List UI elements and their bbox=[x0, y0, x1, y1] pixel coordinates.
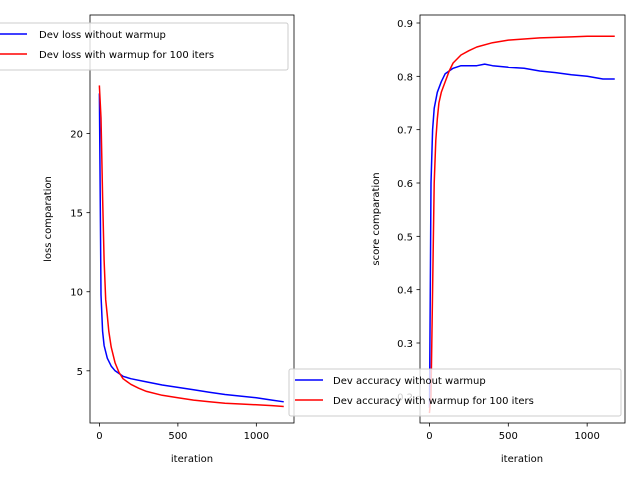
loss-y-tick-label: 20 bbox=[70, 130, 83, 141]
score-legend: Dev accuracy without warmup Dev accuracy… bbox=[288, 368, 622, 417]
loss-y-axis-label: loss comparation bbox=[43, 176, 54, 262]
loss-y-tick-label: 10 bbox=[70, 288, 83, 299]
loss-plot-frame bbox=[89, 14, 295, 424]
score-y-tick-label: 0.4 bbox=[397, 286, 413, 297]
loss-y-ticks: 5 10 15 20 bbox=[70, 130, 90, 378]
score-x-ticks: 0 500 1000 bbox=[426, 423, 600, 442]
loss-y-tick-label: 5 bbox=[77, 367, 83, 378]
loss-x-ticks: 0 500 1000 bbox=[96, 423, 269, 442]
score-plot-frame bbox=[419, 14, 626, 424]
loss-x-axis-label: iteration bbox=[171, 454, 213, 465]
loss-legend: Dev loss without warmup Dev loss with wa… bbox=[0, 22, 289, 71]
loss-x-tick-label: 1000 bbox=[244, 431, 269, 442]
loss-series-layer bbox=[98, 85, 284, 408]
loss-series-line-1 bbox=[98, 85, 284, 408]
loss-x-tick-label: 500 bbox=[168, 431, 187, 442]
loss-y-tick-label: 15 bbox=[70, 209, 83, 220]
loss-legend-label-warmup: Dev loss with warmup for 100 iters bbox=[39, 50, 214, 61]
score-legend-label-warmup: Dev accuracy with warmup for 100 iters bbox=[333, 396, 534, 407]
score-x-tick-label: 1000 bbox=[574, 431, 599, 442]
score-y-tick-label: 0.8 bbox=[397, 72, 413, 83]
score-y-axis-label: score comparation bbox=[371, 172, 382, 265]
score-x-axis-label: iteration bbox=[501, 454, 543, 465]
score-y-ticks: 0.30.40.50.60.70.80.90.2 bbox=[397, 19, 420, 403]
loss-series-line-0 bbox=[98, 93, 284, 403]
score-y-tick-label: 0.5 bbox=[397, 232, 413, 243]
score-y-tick-label: 0.7 bbox=[397, 126, 413, 137]
score-x-tick-label: 0 bbox=[426, 431, 432, 442]
score-series-layer bbox=[428, 35, 615, 414]
loss-legend-box bbox=[0, 22, 289, 71]
score-y-tick-label: 0.3 bbox=[397, 339, 413, 350]
score-series-line-1 bbox=[428, 35, 615, 414]
loss-chart: 0 500 1000 5 10 15 20 iteration loss comparat… bbox=[0, 14, 295, 465]
score-y-tick-label: 0.9 bbox=[397, 19, 413, 30]
score-legend-box bbox=[288, 368, 622, 417]
loss-x-tick-label: 0 bbox=[96, 431, 102, 442]
score-y-tick-label: 0.6 bbox=[397, 179, 413, 190]
score-legend-label-no-warmup: Dev accuracy without warmup bbox=[333, 376, 486, 387]
loss-legend-label-no-warmup: Dev loss without warmup bbox=[39, 30, 166, 41]
score-series-line-0 bbox=[428, 63, 615, 408]
score-x-tick-label: 500 bbox=[499, 431, 518, 442]
